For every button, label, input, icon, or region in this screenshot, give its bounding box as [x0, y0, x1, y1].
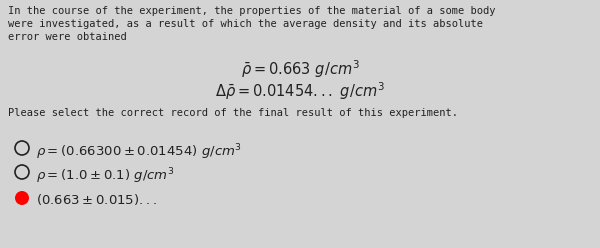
Text: $\rho=(0.66300\pm0.01454)\ g/cm^3$: $\rho=(0.66300\pm0.01454)\ g/cm^3$ [36, 142, 242, 162]
Text: $\Delta\bar{\rho}=0.01454...\ g/cm^3$: $\Delta\bar{\rho}=0.01454...\ g/cm^3$ [215, 80, 385, 102]
Text: Please select the correct record of the final result of this experiment.: Please select the correct record of the … [8, 108, 458, 118]
Text: In the course of the experiment, the properties of the material of a some body: In the course of the experiment, the pro… [8, 6, 496, 16]
Text: were investigated, as a result of which the average density and its absolute: were investigated, as a result of which … [8, 19, 483, 29]
Text: $(0.663\pm0.015)...$: $(0.663\pm0.015)...$ [36, 192, 157, 207]
Text: $\bar{\rho}=0.663\ g/cm^3$: $\bar{\rho}=0.663\ g/cm^3$ [241, 58, 359, 80]
Circle shape [15, 191, 29, 205]
Text: error were obtained: error were obtained [8, 32, 127, 42]
Text: $\rho=(1.0\pm0.1)\ g/cm^3$: $\rho=(1.0\pm0.1)\ g/cm^3$ [36, 166, 175, 186]
